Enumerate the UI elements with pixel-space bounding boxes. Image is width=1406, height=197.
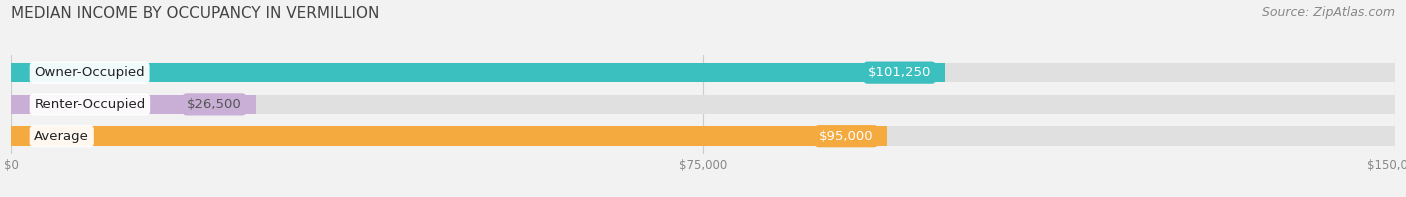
Bar [11, 95, 1395, 114]
Bar [11, 126, 1395, 146]
Bar [11, 63, 945, 83]
Text: Average: Average [34, 130, 89, 143]
Text: $101,250: $101,250 [868, 66, 931, 79]
Bar [11, 95, 256, 114]
Bar [11, 63, 1395, 83]
Bar [11, 126, 887, 146]
Text: $95,000: $95,000 [820, 130, 873, 143]
Text: $26,500: $26,500 [187, 98, 242, 111]
Text: Owner-Occupied: Owner-Occupied [34, 66, 145, 79]
Text: Renter-Occupied: Renter-Occupied [34, 98, 146, 111]
Text: MEDIAN INCOME BY OCCUPANCY IN VERMILLION: MEDIAN INCOME BY OCCUPANCY IN VERMILLION [11, 6, 380, 21]
Text: Source: ZipAtlas.com: Source: ZipAtlas.com [1261, 6, 1395, 19]
